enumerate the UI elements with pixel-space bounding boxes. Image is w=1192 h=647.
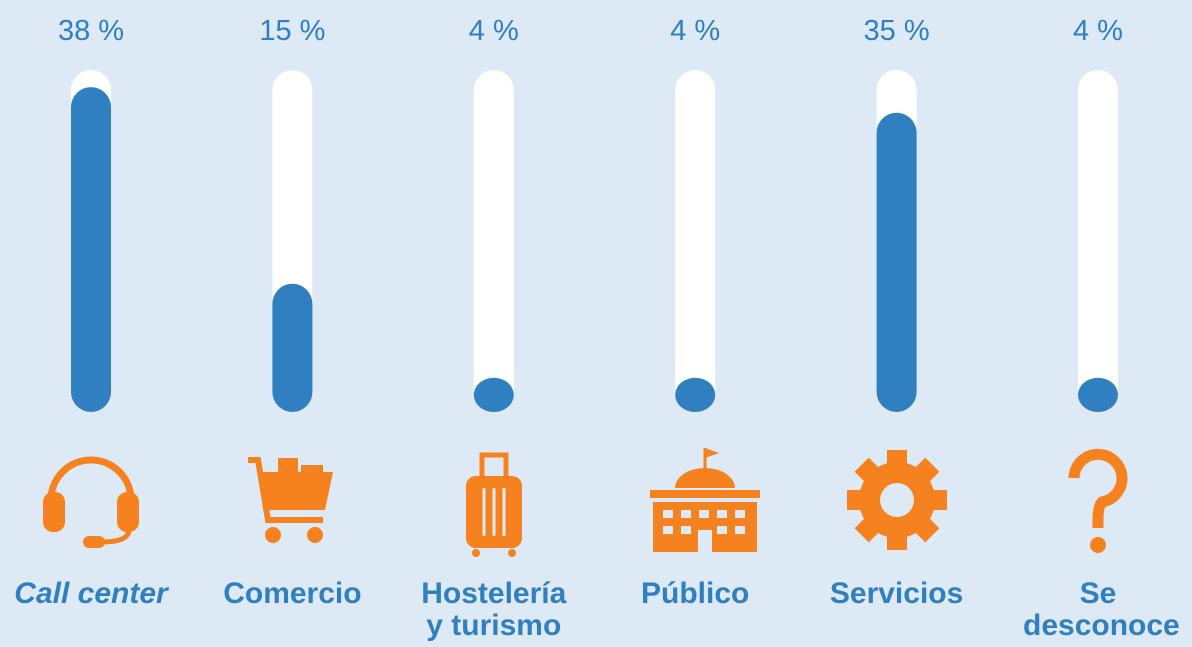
category-label: Call center <box>14 577 168 610</box>
bar <box>71 87 111 412</box>
value-label: 38 % <box>58 15 124 47</box>
category-label: Público <box>641 577 750 610</box>
icon-headset <box>43 456 139 548</box>
bar <box>876 112 917 412</box>
category-label: Servicios <box>829 577 964 610</box>
value-label: 4 % <box>1073 15 1123 47</box>
value-label: 4 % <box>670 15 720 47</box>
bar <box>272 283 313 412</box>
icon-cart <box>248 457 333 543</box>
bar-track <box>473 70 514 412</box>
icon-question <box>1068 448 1128 553</box>
category-label: Hostelería y turismo <box>421 577 567 642</box>
category-label: Comercio <box>223 577 362 610</box>
bar <box>1078 377 1118 412</box>
value-label: 35 % <box>864 15 930 47</box>
value-label: 15 % <box>259 15 325 47</box>
icon-suitcase <box>466 452 522 557</box>
icon-gear <box>847 450 947 550</box>
value-label: 4 % <box>469 15 519 47</box>
bar <box>473 377 514 412</box>
category-label: Se desconoce <box>1023 577 1180 642</box>
icon-building <box>650 448 760 552</box>
icons <box>43 448 1128 557</box>
bar <box>675 377 716 412</box>
bar-track <box>675 70 716 412</box>
bar-track <box>1078 70 1118 412</box>
